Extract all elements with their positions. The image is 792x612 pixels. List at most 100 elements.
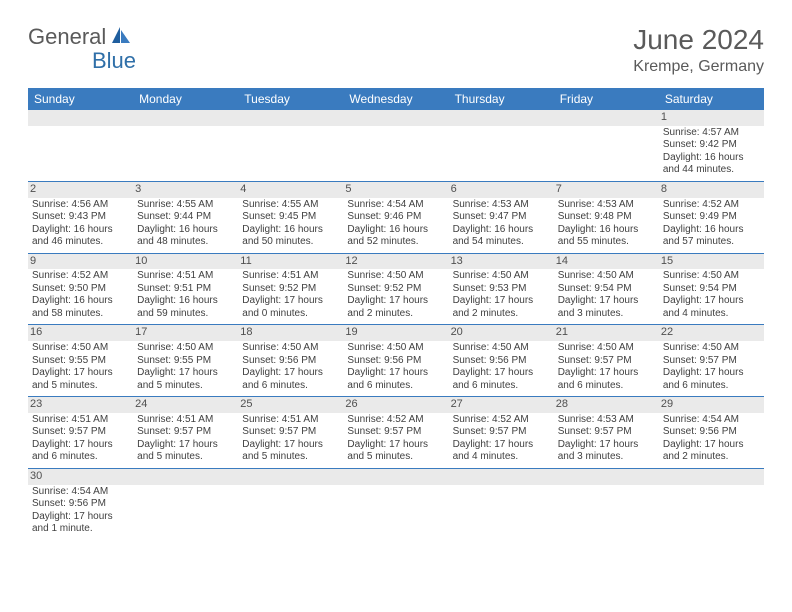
sunset-text: Sunset: 9:56 PM [32, 498, 129, 511]
calendar-body: 1Sunrise: 4:57 AMSunset: 9:42 PMDaylight… [28, 110, 764, 540]
day-number: 4 [238, 182, 343, 198]
sunrise-text: Sunrise: 4:52 AM [663, 199, 760, 212]
daylight-text: Daylight: 17 hours and 6 minutes. [347, 367, 444, 392]
day-cell: 23Sunrise: 4:51 AMSunset: 9:57 PMDayligh… [28, 397, 133, 469]
day-number: 28 [554, 397, 659, 413]
day-cell [133, 468, 238, 539]
day-cell: 10Sunrise: 4:51 AMSunset: 9:51 PMDayligh… [133, 253, 238, 325]
day-cell: 8Sunrise: 4:52 AMSunset: 9:49 PMDaylight… [659, 181, 764, 253]
day-number: 12 [343, 254, 448, 270]
sunset-text: Sunset: 9:48 PM [558, 211, 655, 224]
day-number: 9 [28, 254, 133, 270]
week-row: 1Sunrise: 4:57 AMSunset: 9:42 PMDaylight… [28, 110, 764, 181]
daylight-text: Daylight: 17 hours and 5 minutes. [137, 367, 234, 392]
day-cell: 2Sunrise: 4:56 AMSunset: 9:43 PMDaylight… [28, 181, 133, 253]
sunset-text: Sunset: 9:57 PM [558, 426, 655, 439]
sunset-text: Sunset: 9:45 PM [242, 211, 339, 224]
sunset-text: Sunset: 9:54 PM [558, 283, 655, 296]
day-number: 17 [133, 325, 238, 341]
day-header-friday: Friday [554, 88, 659, 110]
calendar-table: SundayMondayTuesdayWednesdayThursdayFrid… [28, 88, 764, 540]
day-cell [659, 468, 764, 539]
daylight-text: Daylight: 17 hours and 1 minute. [32, 511, 129, 536]
sunset-text: Sunset: 9:57 PM [453, 426, 550, 439]
day-cell [238, 110, 343, 181]
logo-text-blue: Blue [92, 48, 136, 73]
sunrise-text: Sunrise: 4:50 AM [453, 270, 550, 283]
day-cell: 24Sunrise: 4:51 AMSunset: 9:57 PMDayligh… [133, 397, 238, 469]
sunset-text: Sunset: 9:44 PM [137, 211, 234, 224]
day-cell: 15Sunrise: 4:50 AMSunset: 9:54 PMDayligh… [659, 253, 764, 325]
sunrise-text: Sunrise: 4:53 AM [453, 199, 550, 212]
day-header-tuesday: Tuesday [238, 88, 343, 110]
daylight-text: Daylight: 16 hours and 52 minutes. [347, 224, 444, 249]
day-cell: 5Sunrise: 4:54 AMSunset: 9:46 PMDaylight… [343, 181, 448, 253]
day-cell: 6Sunrise: 4:53 AMSunset: 9:47 PMDaylight… [449, 181, 554, 253]
day-cell: 25Sunrise: 4:51 AMSunset: 9:57 PMDayligh… [238, 397, 343, 469]
day-number-bar [133, 110, 238, 126]
day-cell: 9Sunrise: 4:52 AMSunset: 9:50 PMDaylight… [28, 253, 133, 325]
day-number: 5 [343, 182, 448, 198]
calendar-page: General June 2024 Krempe, Germany Blue S… [0, 0, 792, 564]
day-cell: 28Sunrise: 4:53 AMSunset: 9:57 PMDayligh… [554, 397, 659, 469]
sunset-text: Sunset: 9:56 PM [663, 426, 760, 439]
week-row: 23Sunrise: 4:51 AMSunset: 9:57 PMDayligh… [28, 397, 764, 469]
day-number-bar [449, 469, 554, 485]
sunset-text: Sunset: 9:43 PM [32, 211, 129, 224]
sunset-text: Sunset: 9:47 PM [453, 211, 550, 224]
daylight-text: Daylight: 16 hours and 44 minutes. [663, 152, 760, 177]
day-number: 21 [554, 325, 659, 341]
day-header-sunday: Sunday [28, 88, 133, 110]
daylight-text: Daylight: 17 hours and 5 minutes. [242, 439, 339, 464]
daylight-text: Daylight: 17 hours and 4 minutes. [453, 439, 550, 464]
day-number: 18 [238, 325, 343, 341]
sunrise-text: Sunrise: 4:50 AM [663, 342, 760, 355]
sunset-text: Sunset: 9:56 PM [453, 355, 550, 368]
page-header: General June 2024 Krempe, Germany [28, 24, 764, 76]
sunrise-text: Sunrise: 4:50 AM [347, 270, 444, 283]
day-cell: 13Sunrise: 4:50 AMSunset: 9:53 PMDayligh… [449, 253, 554, 325]
day-number-bar [449, 110, 554, 126]
day-cell: 22Sunrise: 4:50 AMSunset: 9:57 PMDayligh… [659, 325, 764, 397]
day-cell [238, 468, 343, 539]
sunset-text: Sunset: 9:55 PM [137, 355, 234, 368]
day-number: 8 [659, 182, 764, 198]
sunset-text: Sunset: 9:52 PM [242, 283, 339, 296]
daylight-text: Daylight: 17 hours and 3 minutes. [558, 295, 655, 320]
daylight-text: Daylight: 17 hours and 3 minutes. [558, 439, 655, 464]
day-cell [343, 110, 448, 181]
day-cell [449, 110, 554, 181]
day-number: 16 [28, 325, 133, 341]
logo-text-general: General [28, 24, 106, 50]
day-number: 30 [28, 469, 133, 485]
daylight-text: Daylight: 16 hours and 59 minutes. [137, 295, 234, 320]
daylight-text: Daylight: 16 hours and 46 minutes. [32, 224, 129, 249]
daylight-text: Daylight: 17 hours and 6 minutes. [663, 367, 760, 392]
day-number: 27 [449, 397, 554, 413]
sunrise-text: Sunrise: 4:50 AM [663, 270, 760, 283]
sunset-text: Sunset: 9:49 PM [663, 211, 760, 224]
sunrise-text: Sunrise: 4:50 AM [347, 342, 444, 355]
sunset-text: Sunset: 9:57 PM [663, 355, 760, 368]
daylight-text: Daylight: 17 hours and 6 minutes. [558, 367, 655, 392]
day-cell [343, 468, 448, 539]
day-header-thursday: Thursday [449, 88, 554, 110]
sunrise-text: Sunrise: 4:53 AM [558, 199, 655, 212]
sunset-text: Sunset: 9:57 PM [137, 426, 234, 439]
day-number-bar [554, 469, 659, 485]
location-label: Krempe, Germany [633, 58, 764, 76]
sunrise-text: Sunrise: 4:50 AM [558, 270, 655, 283]
day-number: 6 [449, 182, 554, 198]
day-number-bar [554, 110, 659, 126]
day-number-bar [659, 469, 764, 485]
week-row: 2Sunrise: 4:56 AMSunset: 9:43 PMDaylight… [28, 181, 764, 253]
daylight-text: Daylight: 16 hours and 58 minutes. [32, 295, 129, 320]
sunset-text: Sunset: 9:52 PM [347, 283, 444, 296]
sunrise-text: Sunrise: 4:51 AM [137, 270, 234, 283]
day-cell [133, 110, 238, 181]
day-number: 11 [238, 254, 343, 270]
day-number: 13 [449, 254, 554, 270]
sunset-text: Sunset: 9:50 PM [32, 283, 129, 296]
day-header-saturday: Saturday [659, 88, 764, 110]
day-number: 19 [343, 325, 448, 341]
